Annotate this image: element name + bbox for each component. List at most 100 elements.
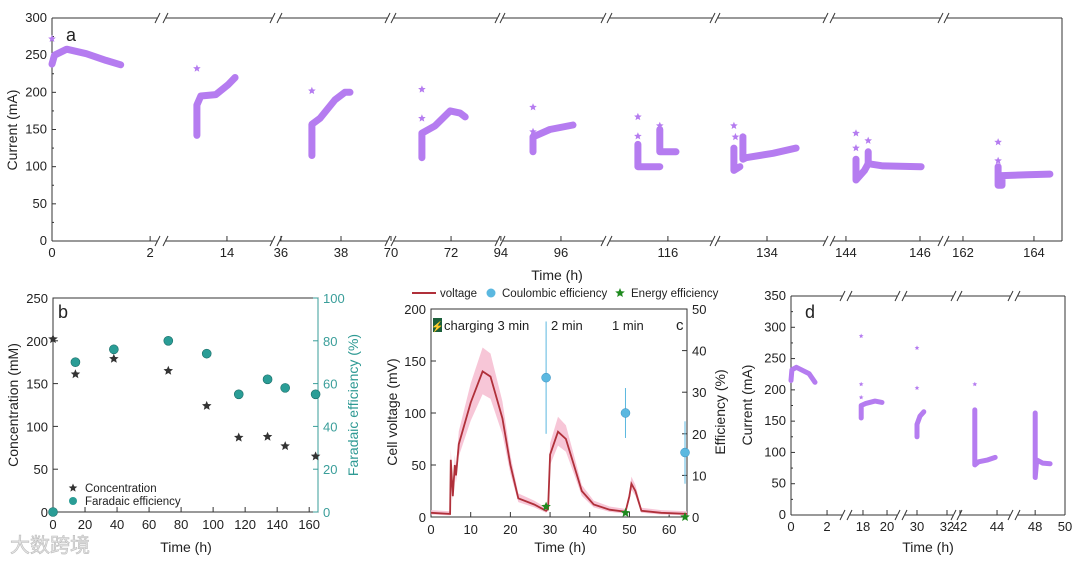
axis-break-mark bbox=[937, 235, 944, 247]
lightning-icon: ⚡ bbox=[431, 320, 443, 333]
legend-voltage: voltage bbox=[440, 288, 477, 300]
axis-break-mark bbox=[950, 509, 957, 521]
current-outlier-point bbox=[739, 132, 747, 141]
current-outlier-point bbox=[193, 64, 201, 72]
x-tick-label: 140 bbox=[266, 517, 288, 532]
panel-c-ylabel: Cell voltage (mV) bbox=[384, 358, 400, 465]
axis-break-mark bbox=[901, 290, 908, 302]
x-tick-label: 50 bbox=[622, 522, 636, 537]
y-tick-label: 0 bbox=[419, 510, 426, 525]
panel-d-label: d bbox=[805, 302, 815, 322]
y-right-tick-label: 20 bbox=[323, 462, 337, 477]
axis-break-mark bbox=[269, 235, 276, 247]
x-tick-label: 32 bbox=[940, 519, 954, 534]
axis-break-mark bbox=[709, 12, 716, 24]
current-data-trace bbox=[730, 144, 744, 174]
y-right-tick-label: 40 bbox=[323, 419, 337, 434]
panel-c-label: c bbox=[676, 317, 684, 334]
y-right-tick-label: 100 bbox=[323, 291, 345, 306]
current-data-trace bbox=[418, 107, 469, 162]
current-outlier-point bbox=[730, 121, 738, 129]
current-outlier-point bbox=[529, 127, 537, 135]
current-data-trace bbox=[193, 74, 239, 139]
y-tick-label: 200 bbox=[404, 302, 426, 317]
current-data-trace bbox=[48, 45, 125, 69]
x-tick-label: 120 bbox=[234, 517, 256, 532]
x-tick-label: 20 bbox=[503, 522, 517, 537]
axis-break-mark bbox=[839, 290, 846, 302]
panel-a: 0 50 100 150 200 250 300 0 2 14 36 38 70 72 94 96 116 134… bbox=[25, 10, 1063, 260]
faradaic-efficiency-point bbox=[280, 383, 290, 393]
y-tick-label: 150 bbox=[26, 377, 48, 392]
concentration-point bbox=[109, 353, 119, 363]
concentration-point bbox=[262, 431, 273, 441]
panel-c: 0 10 20 30 40 50 60 0 50 100 150 200 0 10 20 30 40 50 bbox=[404, 288, 706, 537]
axis-break-mark bbox=[390, 12, 397, 24]
axis-break-mark bbox=[829, 235, 836, 247]
current-outlier-point bbox=[864, 136, 872, 144]
x-tick-label: 36 bbox=[274, 245, 288, 260]
current-data-trace bbox=[656, 126, 680, 156]
axis-break-mark bbox=[822, 235, 829, 247]
y-tick-label: 200 bbox=[25, 84, 47, 99]
x-tick-label: 0 bbox=[48, 245, 55, 260]
y-right-tick-label: 0 bbox=[692, 510, 699, 525]
faradaic-efficiency-point bbox=[233, 389, 244, 400]
x-tick-label: 20 bbox=[880, 519, 894, 534]
legend-faradaic-marker bbox=[69, 497, 77, 505]
annotation-1min: 1 min bbox=[612, 318, 644, 333]
axis-break-mark bbox=[494, 235, 501, 247]
faradaic-efficiency-point bbox=[163, 335, 174, 346]
axis-break-mark bbox=[943, 235, 950, 247]
axis-break-mark bbox=[714, 235, 721, 247]
y-tick-label: 50 bbox=[772, 476, 786, 491]
axis-break-mark bbox=[494, 12, 501, 24]
charging-icon bbox=[433, 318, 442, 332]
axis-break-mark bbox=[714, 12, 721, 24]
current-data-trace bbox=[858, 398, 885, 421]
x-tick-label: 70 bbox=[384, 245, 398, 260]
legend-energy-marker bbox=[615, 288, 625, 297]
concentration-point bbox=[202, 400, 212, 410]
axis-break-mark bbox=[1014, 509, 1021, 521]
axis-break-mark bbox=[154, 235, 161, 247]
concentration-point bbox=[48, 334, 58, 344]
y-right-tick-label: 0 bbox=[323, 505, 330, 520]
x-tick-label: 96 bbox=[554, 245, 568, 260]
legend-coulombic-efficiency: Coulombic efficiency bbox=[502, 288, 608, 300]
x-tick-label: 134 bbox=[756, 245, 778, 260]
current-outlier-point bbox=[418, 85, 426, 93]
legend-energy-efficiency: Energy efficiency bbox=[631, 288, 719, 300]
y-right-tick-label: 10 bbox=[692, 468, 706, 483]
y-tick-label: 50 bbox=[412, 458, 426, 473]
y-tick-label: 150 bbox=[764, 413, 786, 428]
axis-break-mark bbox=[822, 12, 829, 24]
panel-b-xlabel: Time (h) bbox=[160, 539, 212, 555]
x-tick-label: 44 bbox=[990, 519, 1004, 534]
x-tick-label: 162 bbox=[952, 245, 974, 260]
legend-concentration-marker bbox=[68, 483, 78, 492]
y-tick-label: 100 bbox=[764, 444, 786, 459]
panel-b-label: b bbox=[58, 302, 68, 322]
panel-b-ylabel: Concentration (mM) bbox=[5, 343, 21, 467]
x-tick-label: 40 bbox=[110, 517, 124, 532]
y-tick-label: 100 bbox=[404, 406, 426, 421]
x-tick-label: 48 bbox=[1028, 519, 1042, 534]
y-tick-label: 50 bbox=[34, 462, 48, 477]
panel-d-xlabel: Time (h) bbox=[902, 539, 954, 555]
concentration-point bbox=[280, 441, 290, 451]
legend-coulombic-marker bbox=[486, 288, 496, 298]
current-data-trace bbox=[529, 121, 577, 156]
concentration-point bbox=[70, 369, 81, 379]
current-data-trace bbox=[308, 88, 354, 159]
axis-break-mark bbox=[943, 12, 950, 24]
coulombic-efficiency-point bbox=[541, 372, 551, 383]
current-outlier-point bbox=[914, 345, 920, 350]
y-tick-label: 0 bbox=[779, 507, 786, 522]
y-right-tick-label: 80 bbox=[323, 334, 337, 349]
current-outlier-point bbox=[731, 132, 740, 141]
panel-c-xlabel: Time (h) bbox=[534, 539, 586, 555]
x-tick-label: 0 bbox=[49, 517, 56, 532]
